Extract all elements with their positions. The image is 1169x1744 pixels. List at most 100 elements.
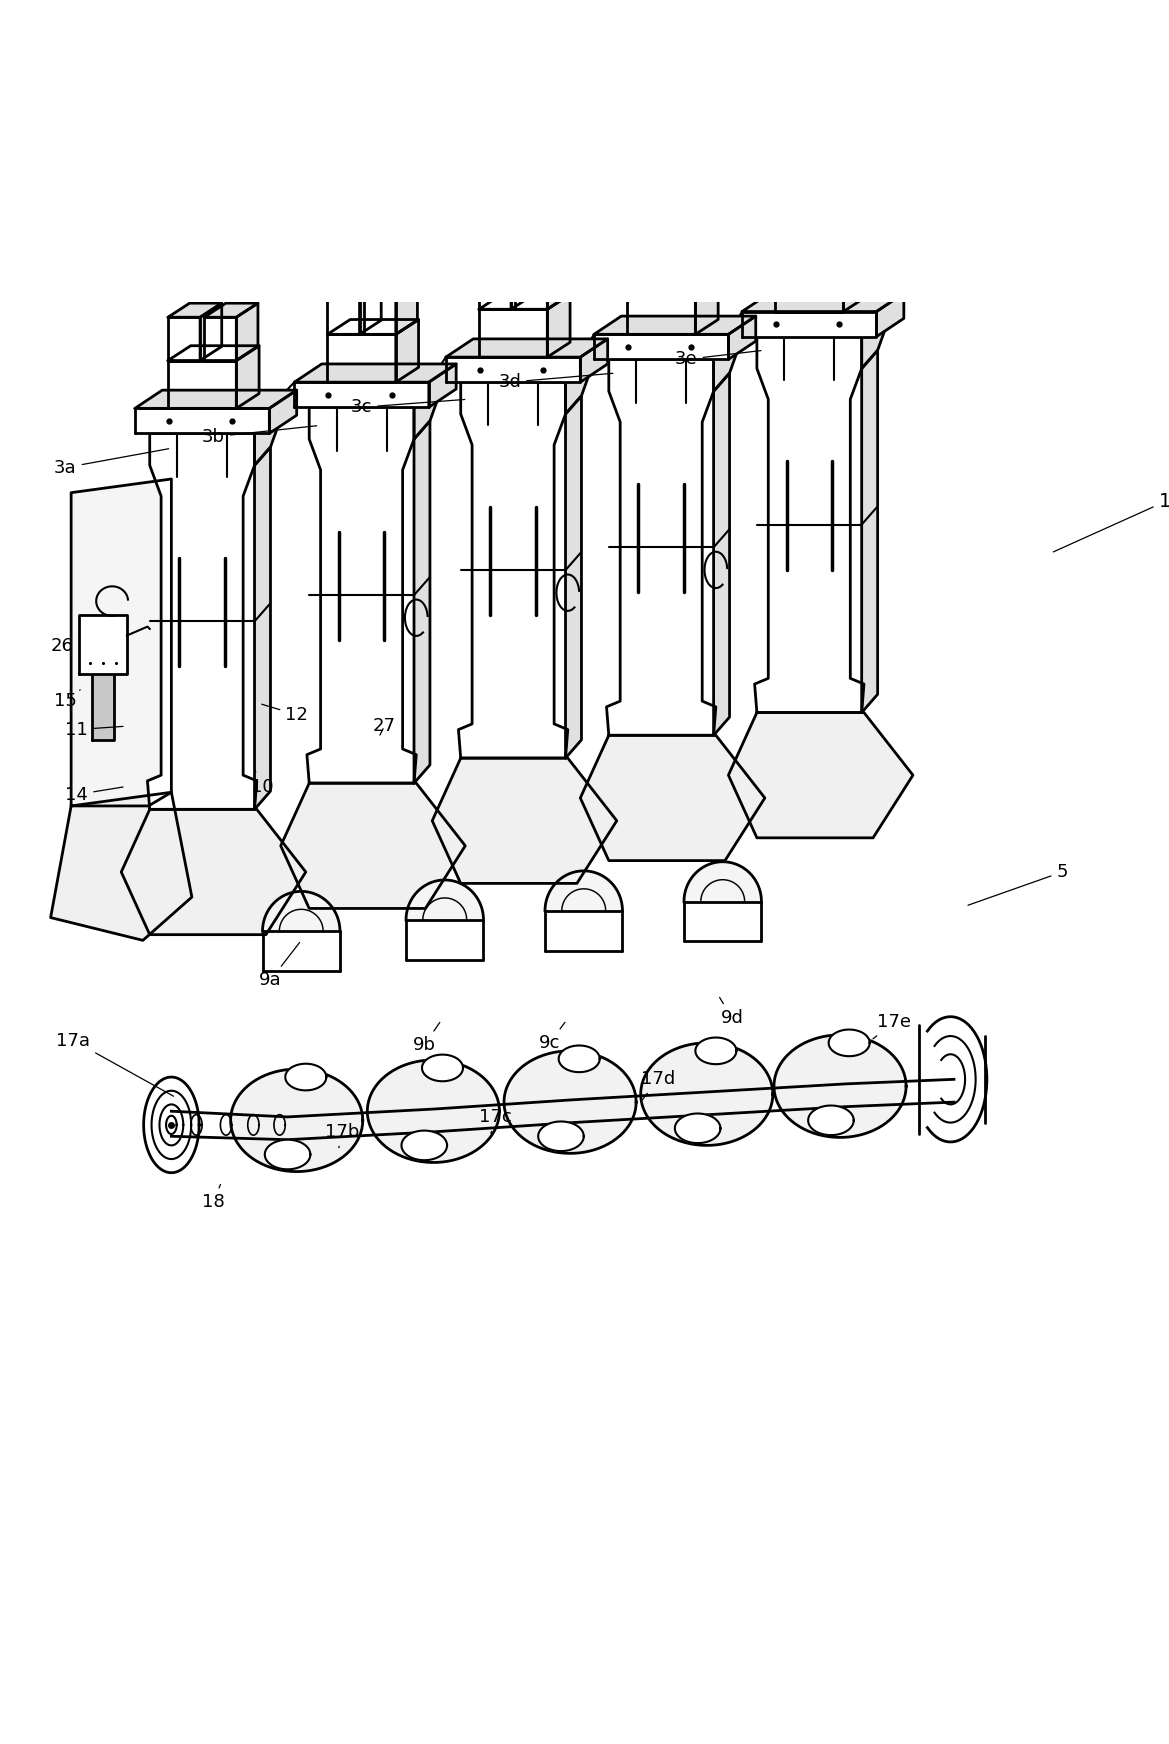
Text: 15: 15 [54, 689, 81, 710]
Polygon shape [230, 1069, 362, 1172]
Polygon shape [401, 1130, 447, 1160]
Polygon shape [775, 206, 829, 220]
Polygon shape [269, 391, 297, 434]
Polygon shape [205, 317, 236, 361]
Polygon shape [479, 295, 570, 309]
Text: 9b: 9b [413, 1022, 440, 1053]
Polygon shape [728, 713, 913, 837]
Polygon shape [775, 220, 808, 263]
Polygon shape [147, 434, 257, 809]
Polygon shape [728, 316, 755, 359]
Polygon shape [406, 881, 484, 919]
Text: 18: 18 [202, 1184, 224, 1212]
Text: 17e: 17e [873, 1013, 911, 1039]
Text: 3b: 3b [202, 426, 317, 446]
Polygon shape [538, 1121, 583, 1151]
Polygon shape [775, 263, 844, 312]
Text: 3c: 3c [351, 398, 465, 417]
Polygon shape [566, 396, 581, 759]
Polygon shape [122, 809, 306, 935]
Polygon shape [627, 228, 680, 242]
Polygon shape [808, 206, 829, 263]
Polygon shape [844, 206, 865, 263]
Polygon shape [79, 616, 127, 673]
Polygon shape [559, 1045, 600, 1073]
Polygon shape [263, 891, 340, 931]
Polygon shape [663, 228, 717, 242]
Text: 17a: 17a [56, 1032, 173, 1097]
Text: 10: 10 [251, 769, 274, 795]
Polygon shape [516, 251, 569, 267]
Polygon shape [696, 1038, 736, 1064]
Polygon shape [168, 303, 222, 317]
Text: 26: 26 [50, 633, 94, 656]
Polygon shape [627, 272, 718, 286]
Polygon shape [877, 293, 904, 337]
Polygon shape [396, 277, 417, 335]
Text: 3a: 3a [54, 448, 168, 476]
Polygon shape [445, 338, 608, 358]
Polygon shape [168, 317, 200, 361]
Polygon shape [742, 293, 904, 312]
Polygon shape [458, 382, 568, 759]
Polygon shape [327, 319, 419, 335]
Polygon shape [755, 337, 864, 713]
Polygon shape [422, 1055, 463, 1081]
Polygon shape [281, 783, 465, 909]
Polygon shape [545, 870, 622, 910]
Polygon shape [200, 303, 222, 361]
Polygon shape [566, 364, 593, 413]
Polygon shape [844, 249, 866, 312]
Polygon shape [862, 351, 878, 713]
Polygon shape [307, 408, 416, 783]
Polygon shape [285, 1064, 326, 1090]
Polygon shape [429, 364, 456, 408]
Text: 9c: 9c [539, 1022, 565, 1052]
Polygon shape [396, 319, 419, 382]
Polygon shape [580, 736, 765, 860]
Polygon shape [696, 228, 717, 286]
Text: 5: 5 [968, 863, 1068, 905]
Polygon shape [134, 391, 297, 408]
Text: 9d: 9d [720, 998, 743, 1027]
Polygon shape [327, 291, 360, 335]
Polygon shape [414, 420, 430, 783]
Text: 9a: 9a [260, 942, 299, 989]
Polygon shape [295, 364, 456, 382]
Text: 27: 27 [373, 717, 396, 736]
Text: 11: 11 [65, 720, 123, 739]
Polygon shape [594, 316, 755, 335]
Polygon shape [50, 792, 192, 940]
Polygon shape [479, 251, 533, 267]
Polygon shape [808, 1106, 853, 1135]
Polygon shape [580, 338, 608, 382]
Polygon shape [829, 1029, 870, 1057]
Polygon shape [327, 277, 381, 291]
Text: 17c: 17c [478, 1107, 511, 1134]
Polygon shape [811, 206, 865, 220]
Polygon shape [607, 359, 715, 736]
Text: 17b: 17b [325, 1123, 359, 1148]
Polygon shape [168, 345, 260, 361]
Polygon shape [414, 389, 442, 439]
Text: 1: 1 [1053, 492, 1169, 551]
Text: 17d: 17d [641, 1071, 675, 1100]
Polygon shape [547, 295, 570, 358]
Polygon shape [168, 361, 236, 408]
Polygon shape [516, 267, 547, 309]
Polygon shape [675, 1113, 720, 1142]
Polygon shape [236, 303, 258, 361]
Polygon shape [445, 358, 580, 382]
Polygon shape [713, 342, 741, 391]
Polygon shape [360, 277, 381, 335]
Polygon shape [364, 277, 417, 291]
Polygon shape [511, 251, 533, 309]
Polygon shape [367, 1060, 499, 1163]
Polygon shape [236, 345, 260, 408]
Polygon shape [327, 335, 396, 382]
Polygon shape [71, 480, 172, 806]
Polygon shape [684, 862, 761, 902]
Polygon shape [504, 1052, 636, 1153]
Polygon shape [627, 286, 696, 335]
Polygon shape [862, 319, 890, 368]
